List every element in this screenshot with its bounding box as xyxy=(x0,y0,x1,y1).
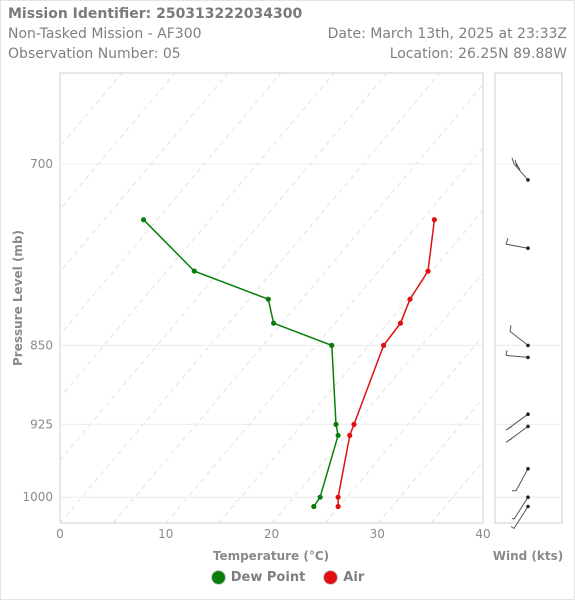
skew-isotherms xyxy=(60,73,483,523)
dew-point-point-7 xyxy=(317,494,323,500)
dew-point-point-0 xyxy=(140,217,147,223)
wind-barb-shaft xyxy=(509,325,529,346)
wind-barb-8 xyxy=(510,504,530,529)
wind-barb-shaft xyxy=(511,157,529,181)
isotherm-line xyxy=(60,73,229,273)
y-tick-925: 925 xyxy=(30,417,53,431)
wind-barb-4 xyxy=(505,412,530,431)
air-point-5 xyxy=(351,421,357,427)
legend-label-air: Air xyxy=(343,570,365,585)
wind-axis-label: Wind (kts) xyxy=(493,549,564,563)
x-tick-0: 0 xyxy=(56,527,64,541)
isotherm-line xyxy=(60,73,335,399)
wind-barb-dot xyxy=(526,467,530,471)
wind-barb-0 xyxy=(511,157,530,182)
wind-barb-dot xyxy=(526,246,530,250)
wind-barb-dot xyxy=(526,495,530,499)
x-tick-40: 40 xyxy=(475,527,490,541)
legend-item-air[interactable]: Air xyxy=(323,570,364,585)
legend: Dew Point Air xyxy=(0,570,575,585)
air-point-1 xyxy=(425,268,431,274)
isotherm-line xyxy=(60,73,282,336)
x-tick-20: 20 xyxy=(264,527,279,541)
dew-point-point-6 xyxy=(335,432,341,439)
observation-date: Date: March 13th, 2025 at 23:33Z xyxy=(327,26,567,42)
y-axis-label: Pressure Level (mb) xyxy=(11,230,25,366)
dew-point-point-5 xyxy=(333,421,339,427)
dew-point-point-2 xyxy=(265,296,271,302)
wind-barb-shaft xyxy=(511,496,529,520)
wind-barb-dot xyxy=(526,504,530,509)
isotherm-line xyxy=(60,73,441,523)
series-lines xyxy=(140,217,437,510)
skewt-chart: 700 850 925 1000 0 10 20 30 40 Temperature (°C)… xyxy=(11,72,564,563)
wind-barb-dot xyxy=(526,355,530,360)
dewpoint-swatch xyxy=(210,570,226,585)
wind-barb-7 xyxy=(511,495,530,520)
air-point-2 xyxy=(407,296,413,302)
y-tick-700: 700 xyxy=(30,157,53,171)
isotherm-line xyxy=(60,73,176,210)
wind-barb-6 xyxy=(512,467,530,492)
plot-area xyxy=(59,72,484,524)
isotherm-line xyxy=(112,84,483,523)
mission-identifier: Mission Identifier: 250313222034300 xyxy=(8,6,303,22)
wind-barbs xyxy=(505,157,530,529)
wind-barb-dot xyxy=(526,412,530,416)
y-tick-labels: 700 850 925 1000 xyxy=(22,157,53,504)
wind-barb-shaft xyxy=(512,468,529,492)
dew-point-point-4 xyxy=(329,342,335,348)
dew-point-point-3 xyxy=(271,320,277,326)
air-point-6 xyxy=(347,432,353,439)
wind-barb-1 xyxy=(505,238,530,250)
wind-barb-dot xyxy=(526,424,530,429)
wind-barb-5 xyxy=(505,424,530,443)
wind-barb-shaft xyxy=(505,350,529,358)
wind-barb-3 xyxy=(505,350,530,360)
dew-point-point-1 xyxy=(191,268,197,274)
wind-barb-shaft xyxy=(510,506,529,529)
wind-barb-dot xyxy=(526,178,530,182)
wind-barb-shaft xyxy=(505,425,529,443)
wind-barb-dot xyxy=(526,343,530,348)
isotherm-line xyxy=(60,73,388,462)
air-point-4 xyxy=(380,342,387,348)
legend-item-dewpoint[interactable]: Dew Point xyxy=(210,570,306,585)
air-point-0 xyxy=(431,217,437,223)
observation-location: Location: 26.25N 89.88W xyxy=(389,46,567,62)
x-tick-10: 10 xyxy=(158,527,173,541)
wind-barb-2 xyxy=(509,325,530,348)
wind-barb-shaft xyxy=(505,413,529,431)
mission-name: Non-Tasked Mission - AF300 xyxy=(8,26,202,42)
air-point-8 xyxy=(335,503,341,510)
y-tick-850: 850 xyxy=(30,338,53,352)
legend-label-dewpoint: Dew Point xyxy=(230,570,306,585)
air-swatch xyxy=(323,570,339,585)
x-tick-30: 30 xyxy=(370,527,385,541)
x-tick-labels: 0 10 20 30 40 xyxy=(56,527,490,541)
isotherm-line xyxy=(165,146,483,523)
wind-panel xyxy=(494,72,563,524)
observation-number: Observation Number: 05 xyxy=(8,46,181,62)
wind-barb-shaft xyxy=(505,238,529,249)
air-point-3 xyxy=(397,320,404,326)
pressure-gridlines xyxy=(60,163,483,498)
air-point-7 xyxy=(335,494,341,500)
x-axis-label: Temperature (°C) xyxy=(213,549,329,563)
dew-point-point-8 xyxy=(311,503,317,510)
y-tick-1000: 1000 xyxy=(22,490,53,504)
